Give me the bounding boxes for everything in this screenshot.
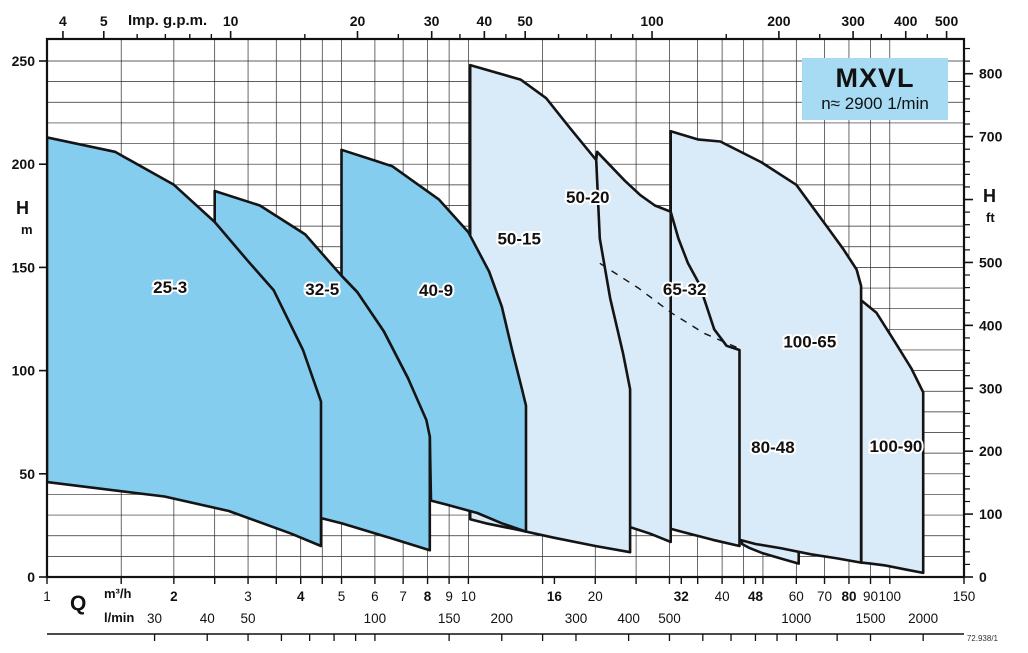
envelope-label-50-15: 50-15	[497, 230, 540, 249]
right-axis-tick-label: 0	[979, 569, 987, 585]
series-title-box: MXVL n≈ 2900 1/min	[802, 58, 948, 120]
drawing-reference-number: 72.938/1	[966, 634, 998, 643]
bottom-axis-m3h-label: 8	[424, 589, 432, 604]
left-axis: 0 50 100 150 200 250	[12, 53, 47, 585]
right-axis-tick-label: 700	[979, 129, 1003, 145]
right-axis-tick-label: 500	[979, 254, 1003, 270]
envelope-label-32-5: 32-5	[305, 280, 339, 299]
top-axis-tick-label: 500	[935, 13, 959, 29]
bottom-axis-lmin-label: 1500	[855, 611, 885, 626]
envelope-25-3	[47, 136, 323, 548]
top-axis-tick-label: 50	[517, 13, 533, 29]
top-axis: 4 5 10 20 30 40 50 100 200 300 400 500	[59, 13, 958, 39]
right-axis-tick-label: 200	[979, 443, 1003, 459]
top-axis-tick-label: 100	[640, 13, 664, 29]
left-axis-unit: m	[21, 222, 33, 237]
top-axis-tick-label: 10	[223, 13, 239, 29]
bottom-axis-m3h-label: 40	[715, 589, 730, 604]
bottom-axis-m3h-label: 16	[547, 589, 563, 604]
series-speed-note: n≈ 2900 1/min	[821, 93, 929, 113]
top-axis-tick-label: 300	[841, 13, 865, 29]
bottom-axis-m3h-label: 70	[817, 589, 832, 604]
top-axis-unit-label: Imp. g.p.m.	[128, 12, 208, 29]
bottom-axis-lmin-label: 30	[147, 611, 162, 626]
bottom-axis-lmin-label: 150	[438, 611, 461, 626]
bottom-axis-lmin-label: 1000	[781, 611, 811, 626]
top-axis-tick-label: 200	[767, 13, 791, 29]
bottom-axis-m3h-label: 4	[297, 589, 305, 604]
bottom-axis-lmin-label: 50	[241, 611, 256, 626]
bottom-axis-unit-lmin: l/min	[104, 610, 135, 625]
bottom-axis-m3h-label: 3	[244, 589, 252, 604]
bottom-axis-m3h-label: 6	[371, 589, 379, 604]
envelope-label-40-9: 40-9	[419, 281, 453, 300]
series-model-name: MXVL	[835, 62, 915, 93]
bottom-axis-m3h-label: 2	[170, 589, 178, 604]
top-axis-tick-label: 20	[350, 13, 366, 29]
bottom-axis-m3h-label: 7	[399, 589, 407, 604]
right-axis-tick-label: 800	[979, 66, 1003, 82]
bottom-axis-m3h-label: 150	[953, 589, 976, 604]
bottom-axis-lmin-label: 100	[364, 611, 387, 626]
bottom-axis-title: Q	[70, 592, 87, 615]
min-flow-dashed-line	[599, 262, 739, 349]
right-axis-tick-label: 400	[979, 317, 1003, 333]
top-axis-tick-label: 400	[894, 13, 918, 29]
envelope-label-100-90: 100-90	[869, 437, 922, 456]
bottom-axis-m3h-label: 10	[461, 589, 476, 604]
plot-area	[47, 39, 964, 577]
bottom-axis-lmin-label: 40	[200, 611, 215, 626]
top-axis-tick-label: 5	[100, 13, 108, 29]
envelope-label-100-65: 100-65	[783, 333, 836, 352]
top-axis-tick-label: 30	[424, 13, 440, 29]
bottom-axis-m3h-label: 20	[588, 589, 603, 604]
left-axis-tick-label: 150	[12, 259, 36, 275]
right-axis-title: H	[983, 186, 996, 206]
top-axis-tick-label: 40	[477, 13, 493, 29]
bottom-axis-m3h-label: 48	[748, 589, 764, 604]
envelope-label-50-20: 50-20	[566, 188, 609, 207]
bottom-axis-m3h-label: 100	[879, 589, 902, 604]
bottom-axis-unit-m3h: m³/h	[104, 586, 132, 601]
right-axis-unit: ft	[986, 210, 995, 225]
bottom-axis-lmin-label: 400	[617, 611, 640, 626]
right-axis: 800 700 500 400 300 200 100 0	[964, 47, 1003, 585]
bottom-axis-lmin-label: 300	[565, 611, 588, 626]
left-axis-tick-label: 100	[12, 363, 36, 379]
bottom-axis-m3h-label: 80	[841, 589, 856, 604]
bottom-axis-m3h-label: 1	[43, 589, 51, 604]
bottom-axis-m3h-label: 60	[789, 589, 804, 604]
envelope-label-65-32: 65-32	[663, 280, 706, 299]
right-axis-tick-label: 300	[979, 380, 1003, 396]
left-axis-tick-label: 250	[12, 53, 36, 69]
bottom-axis-lmin-label: 500	[658, 611, 681, 626]
left-axis-tick-label: 0	[27, 569, 35, 585]
bottom-axis-m3h-label: 32	[674, 589, 689, 604]
bottom-axis-m3h-label: 5	[338, 589, 346, 604]
left-axis-tick-label: 200	[12, 156, 36, 172]
bottom-axis-lmin-label: 200	[490, 611, 513, 626]
bottom-axis-m3h-label: 9	[445, 589, 453, 604]
envelope-label-80-48: 80-48	[751, 438, 794, 457]
bottom-axis-m3h-label: 90	[863, 589, 878, 604]
top-axis-tick-label: 4	[59, 13, 67, 29]
left-axis-title: H	[16, 198, 29, 218]
right-axis-tick-label: 100	[979, 506, 1003, 522]
envelope-100-90	[860, 299, 925, 575]
envelope-label-25-3: 25-3	[153, 278, 187, 297]
bottom-axis-lmin-label: 2000	[908, 611, 938, 626]
left-axis-tick-label: 50	[19, 466, 35, 482]
